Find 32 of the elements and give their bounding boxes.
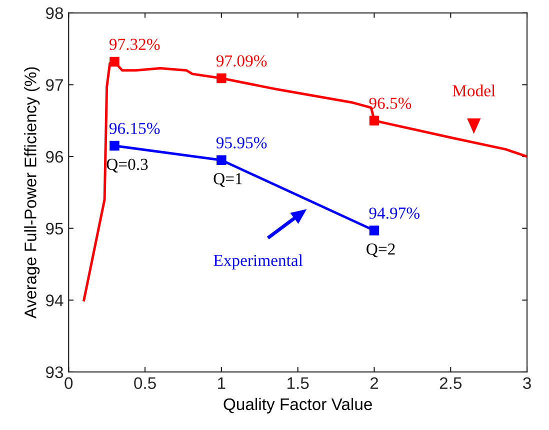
y-tick-label: 93 <box>46 366 64 378</box>
point <box>110 140 120 151</box>
data-label: 95.95% <box>216 137 267 148</box>
x-tick-label: 3 <box>523 377 531 390</box>
data-label: 94.97% <box>369 208 420 219</box>
point <box>110 56 120 67</box>
data-label: 97.09% <box>216 55 267 67</box>
y-tick-label: 98 <box>46 7 64 20</box>
y-tick-label: 95 <box>46 222 64 235</box>
x-tick-label: 2 <box>370 377 378 389</box>
annotation: Q=2 <box>366 244 395 258</box>
x-axis-title: Quality Factor Value <box>224 398 372 414</box>
y-axis-title: Average Full-Power Efficiency (%) <box>24 67 40 319</box>
x-tick-label: 1.5 <box>288 377 309 390</box>
point <box>369 116 380 126</box>
text: Experimental <box>214 254 303 270</box>
data-label: 96.15% <box>109 122 160 134</box>
data-label: 97.32% <box>109 38 160 50</box>
annotation: Q=0.3 <box>106 158 148 173</box>
y-tick-label: 96 <box>46 150 64 163</box>
x-tick-label: 1 <box>218 377 226 389</box>
point <box>369 226 380 236</box>
x-tick-label: 0 <box>64 377 73 390</box>
data-label: 96.5% <box>369 98 412 109</box>
x-tick-label: 0.5 <box>134 377 156 390</box>
y-tick-label: 94 <box>46 294 64 306</box>
y-tick-label: 97 <box>46 79 63 91</box>
point <box>216 73 226 84</box>
text: Model <box>452 84 496 96</box>
annotation: Q=1 <box>214 173 242 187</box>
x-tick-label: 2.5 <box>440 377 462 390</box>
point <box>216 155 226 165</box>
